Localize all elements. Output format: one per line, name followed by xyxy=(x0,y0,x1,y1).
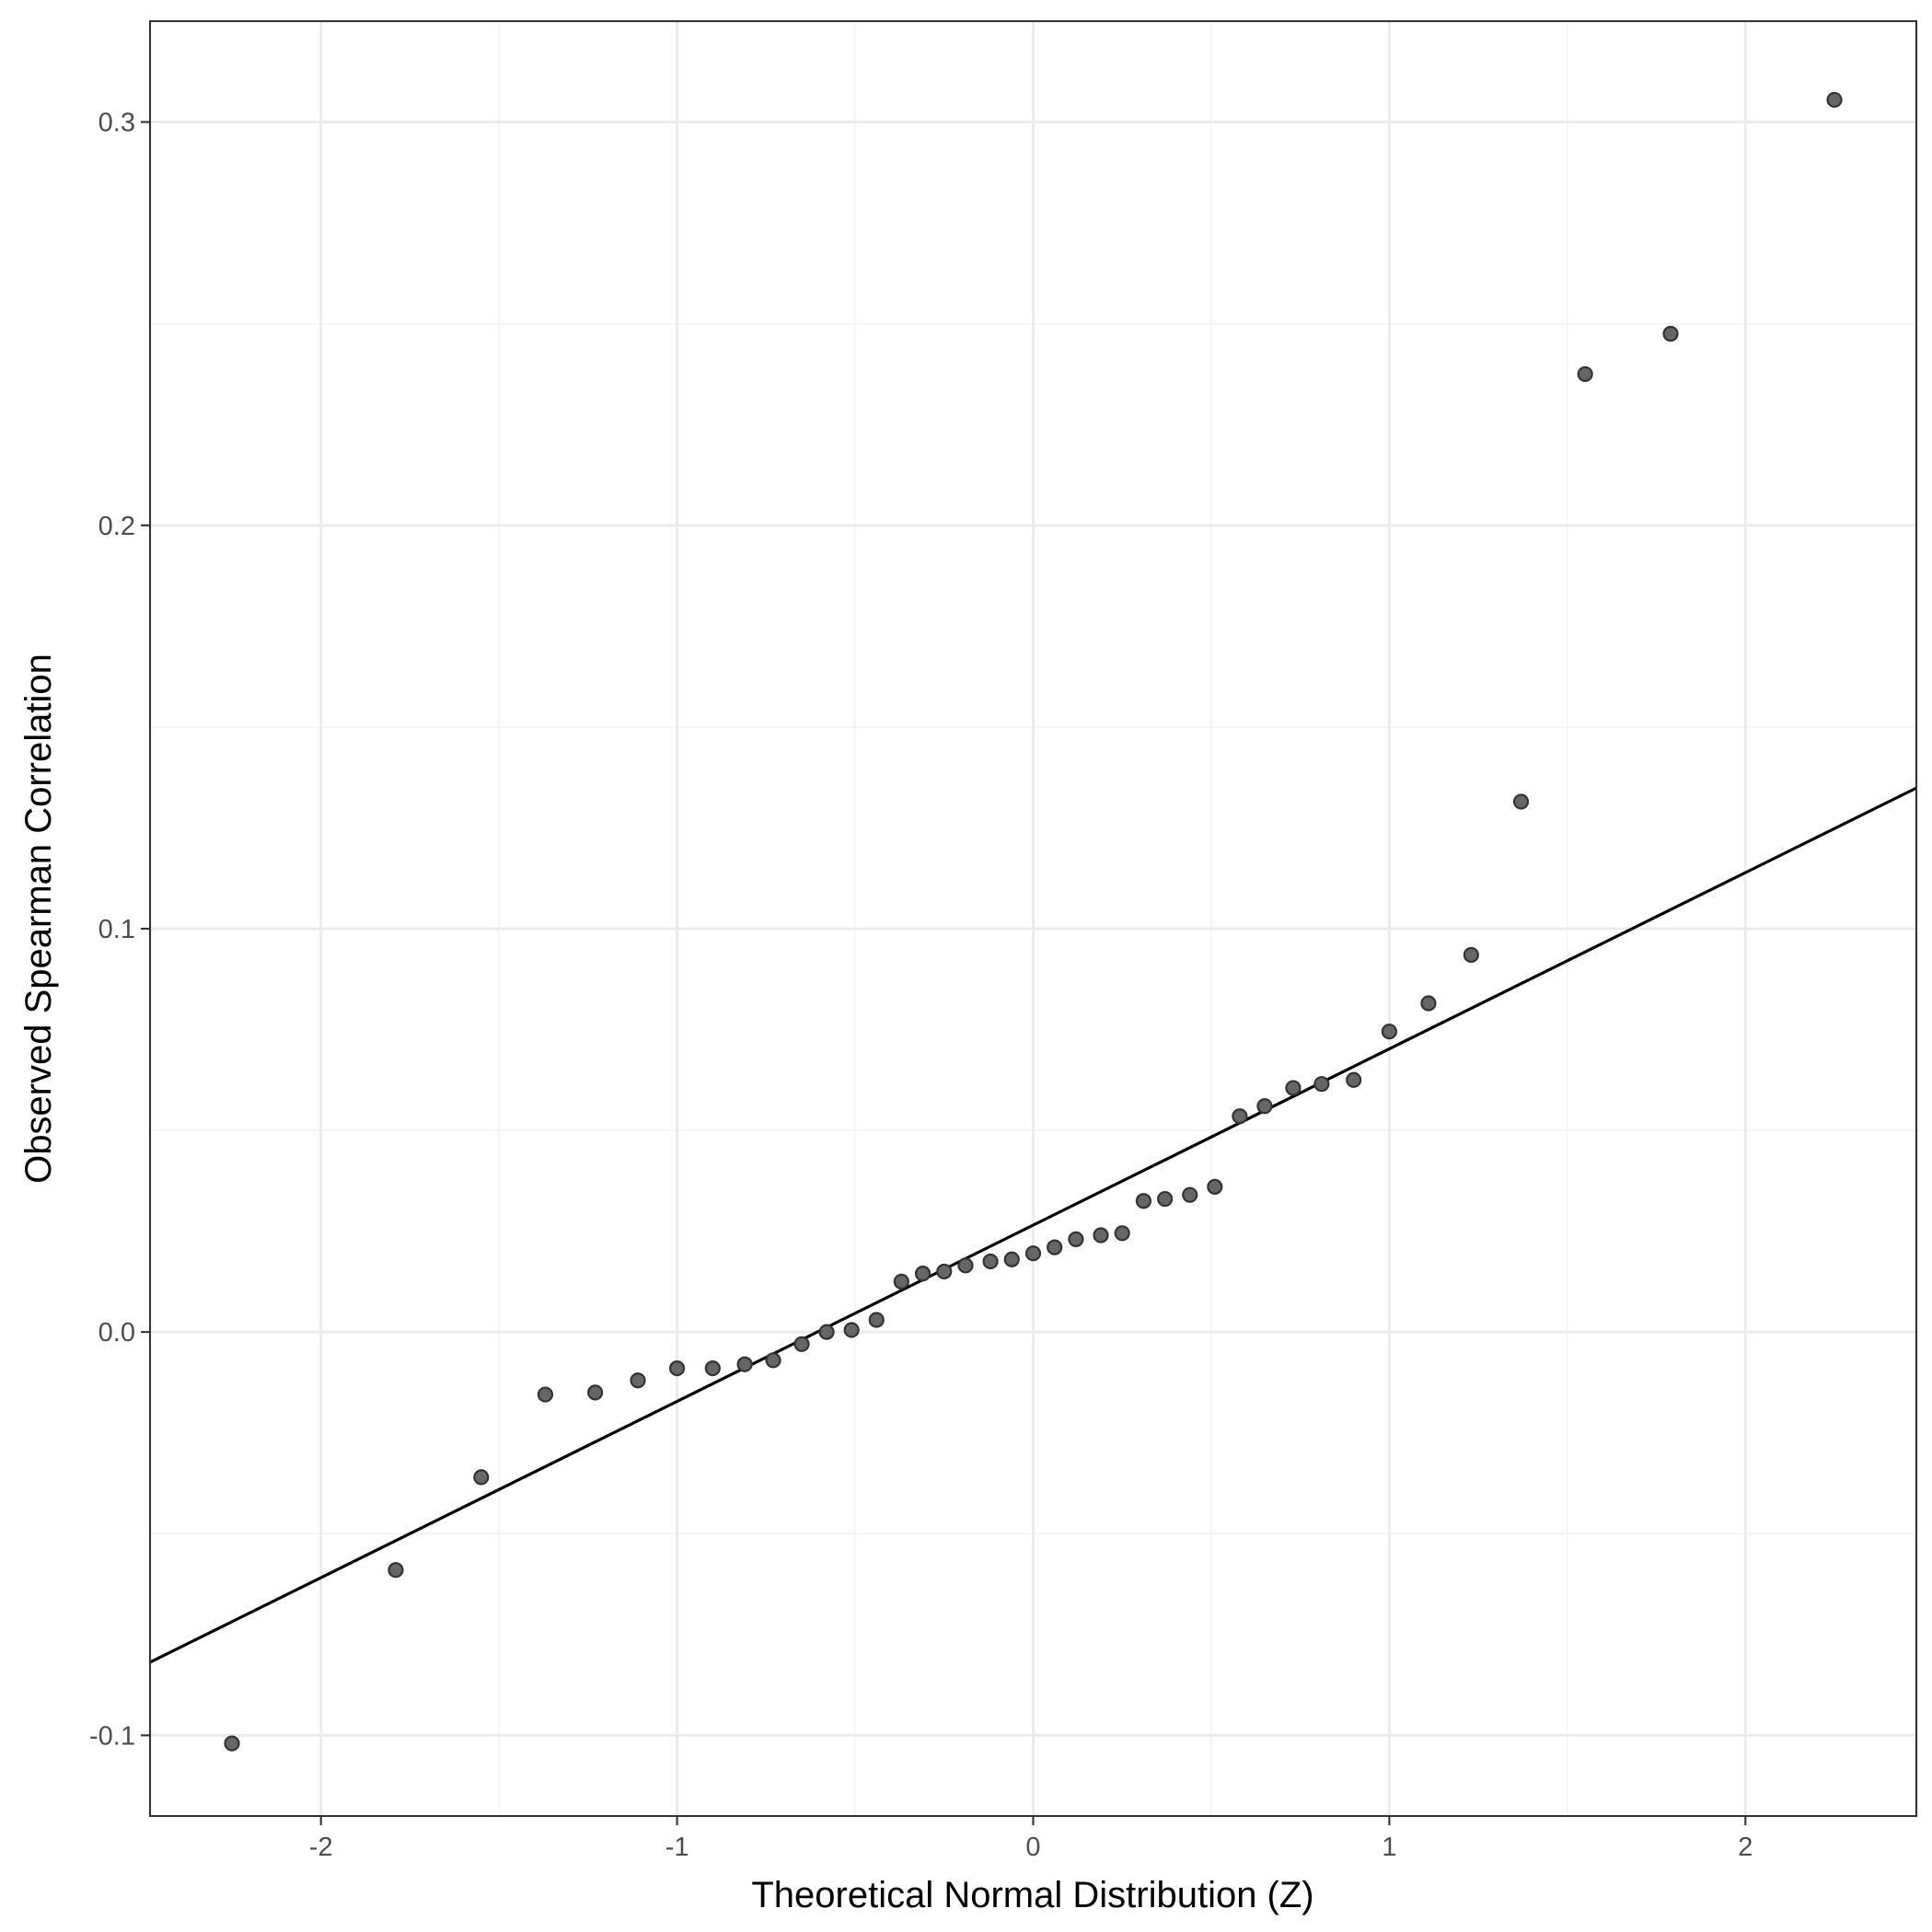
x-axis-ticks: -2 -1 0 1 2 xyxy=(309,1816,1753,1862)
y-axis-ticks: -0.1 0.0 0.1 0.2 0.3 xyxy=(89,109,150,1751)
data-point xyxy=(1346,1071,1362,1088)
y-tick-label: 0.2 xyxy=(98,512,135,541)
data-point xyxy=(1024,1245,1042,1262)
data-point xyxy=(843,1322,860,1338)
data-point xyxy=(1114,1225,1130,1242)
data-point xyxy=(1577,365,1593,383)
data-point xyxy=(957,1257,974,1274)
data-point xyxy=(224,1735,240,1752)
x-axis-title: Theoretical Normal Distribution (Z) xyxy=(751,1875,1313,1915)
x-tick-label: 1 xyxy=(1382,1833,1396,1862)
data-point xyxy=(914,1266,931,1282)
data-point xyxy=(587,1384,604,1401)
data-point xyxy=(630,1372,646,1389)
data-point xyxy=(1826,91,1843,109)
data-point xyxy=(1512,793,1530,810)
data-point xyxy=(1068,1231,1084,1247)
data-point xyxy=(1135,1193,1152,1209)
data-point xyxy=(1207,1178,1223,1196)
data-point xyxy=(537,1386,554,1403)
data-point xyxy=(1232,1108,1248,1125)
data-points xyxy=(224,91,1843,1752)
data-point xyxy=(1313,1076,1330,1093)
major-gridlines xyxy=(150,21,1916,1816)
data-point xyxy=(793,1336,810,1352)
x-tick-label: 2 xyxy=(1738,1833,1753,1862)
x-tick-label: 0 xyxy=(1025,1833,1040,1862)
data-point xyxy=(1662,326,1679,342)
data-point xyxy=(669,1359,686,1377)
data-point xyxy=(1420,995,1437,1012)
data-point xyxy=(1003,1251,1020,1267)
y-tick-label: -0.1 xyxy=(89,1721,135,1751)
data-point xyxy=(1463,946,1479,964)
x-tick-label: -1 xyxy=(665,1833,689,1862)
y-tick-label: 0.3 xyxy=(98,109,135,138)
data-point xyxy=(765,1352,781,1369)
data-point xyxy=(936,1263,953,1280)
y-tick-label: 0.1 xyxy=(98,915,135,944)
x-tick-label: -2 xyxy=(309,1833,333,1862)
y-axis-title: Observed Spearman Correlation xyxy=(18,654,59,1184)
data-point xyxy=(868,1312,885,1328)
data-point xyxy=(1047,1239,1063,1255)
data-point xyxy=(1182,1186,1198,1203)
data-point xyxy=(1256,1098,1273,1115)
data-point xyxy=(893,1273,909,1290)
data-point xyxy=(473,1469,490,1486)
y-tick-label: 0.0 xyxy=(98,1318,135,1348)
data-point xyxy=(736,1356,753,1372)
data-point xyxy=(388,1562,404,1579)
data-point xyxy=(818,1324,835,1340)
data-point xyxy=(1157,1190,1174,1208)
data-point xyxy=(704,1359,721,1377)
data-point xyxy=(1093,1227,1109,1244)
data-point xyxy=(1381,1024,1397,1040)
data-point xyxy=(1285,1080,1301,1096)
qq-reference-line xyxy=(149,786,1917,1664)
reference-line-layer xyxy=(149,786,1917,1664)
data-point xyxy=(982,1253,999,1270)
